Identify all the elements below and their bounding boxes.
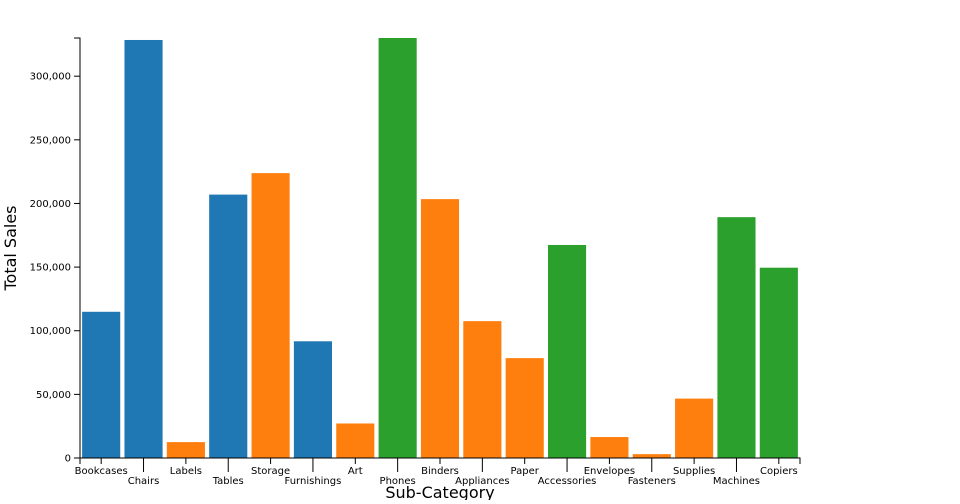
bar-fasteners — [632, 454, 671, 458]
bar-accessories — [548, 244, 587, 458]
x-tick: Storage — [251, 458, 290, 477]
x-tick-label: Labels — [170, 466, 202, 477]
bar-paper — [505, 358, 544, 458]
y-axis: 0 50,000 100,000 150,000 200,000 250,000 300,0… — [30, 37, 81, 465]
x-tick-label: Accessories — [538, 476, 597, 487]
x-tick: Chairs — [128, 458, 160, 487]
x-tick: Bookcases — [75, 458, 128, 477]
y-tick-label: 300,000 — [30, 72, 71, 83]
x-tick: Tables — [212, 458, 244, 487]
bars-group — [82, 38, 798, 459]
y-tick: 250,000 — [30, 135, 80, 146]
x-axis-title: Sub-Category — [385, 483, 494, 500]
x-tick: Copiers — [760, 458, 798, 477]
x-tick: Machines — [713, 458, 760, 487]
x-tick-label: Art — [348, 466, 363, 477]
x-tick: Paper — [511, 458, 540, 477]
y-tick-label: 100,000 — [30, 326, 71, 337]
x-tick: Labels — [170, 458, 202, 477]
x-tick: Envelopes — [584, 458, 635, 477]
x-tick: Phones — [380, 458, 416, 487]
bar-bookcases — [82, 311, 121, 458]
x-tick-label: Fasteners — [628, 476, 676, 487]
x-tick-label: Paper — [511, 466, 540, 477]
x-tick: Furnishings — [285, 458, 342, 487]
x-tick-label: Bookcases — [75, 466, 128, 477]
x-tick-label: Appliances — [455, 476, 509, 487]
x-tick: Binders — [421, 458, 459, 477]
x-tick-label: Binders — [421, 466, 459, 477]
y-tick: 0 — [65, 454, 80, 465]
bar-chairs — [124, 39, 163, 458]
bar-tables — [209, 194, 248, 459]
y-tick: 200,000 — [30, 199, 80, 210]
x-tick: Fasteners — [628, 458, 676, 487]
y-tick-label: 250,000 — [30, 135, 71, 146]
y-tick: 50,000 — [36, 390, 80, 401]
x-tick-label: Machines — [713, 476, 760, 487]
x-tick-label: Copiers — [760, 466, 798, 477]
y-tick-label: 0 — [65, 454, 71, 465]
x-tick-label: Phones — [380, 476, 416, 487]
bar-binders — [420, 199, 460, 459]
bar-storage — [251, 173, 290, 458]
x-tick-label: Tables — [212, 476, 244, 487]
y-tick: 300,000 — [30, 72, 80, 83]
y-tick-label: 150,000 — [30, 263, 71, 274]
bar-copiers — [759, 267, 798, 458]
y-tick-label: 200,000 — [30, 199, 71, 210]
bar-machines — [717, 217, 756, 458]
y-tick: 100,000 — [30, 326, 80, 337]
x-tick-label: Furnishings — [285, 476, 342, 487]
bar-furnishings — [293, 341, 332, 458]
bar-appliances — [463, 321, 502, 458]
x-tick-label: Chairs — [128, 476, 160, 487]
x-tick: Art — [348, 458, 363, 477]
x-tick-label: Supplies — [673, 466, 715, 477]
bar-art — [336, 423, 375, 458]
x-tick: Appliances — [455, 458, 510, 487]
y-axis-title: Total Sales — [1, 205, 20, 291]
bar-supplies — [675, 398, 714, 458]
bar-envelopes — [590, 437, 629, 458]
y-axis-line — [74, 37, 81, 459]
x-tick: Accessories — [538, 458, 597, 487]
x-tick-label: Envelopes — [584, 466, 635, 477]
bar-phones — [378, 38, 417, 458]
bar-labels — [166, 442, 205, 458]
y-tick-label: 50,000 — [36, 390, 71, 401]
y-tick: 150,000 — [30, 263, 80, 274]
x-axis-line — [79, 457, 801, 464]
x-tick: Supplies — [673, 458, 715, 477]
x-tick-label: Storage — [251, 466, 290, 477]
